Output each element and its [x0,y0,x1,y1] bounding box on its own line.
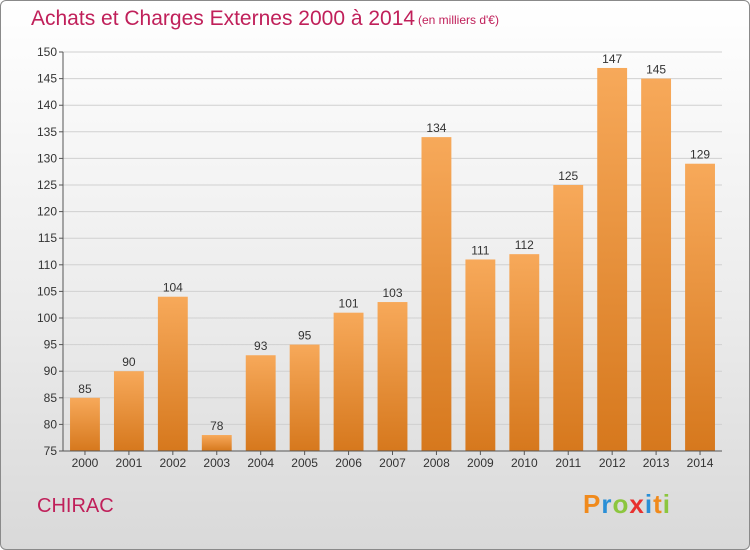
x-tick-label: 2009 [467,456,494,470]
x-tick-label: 2008 [423,456,450,470]
y-tick-label: 110 [38,258,57,272]
data-label: 145 [646,63,666,77]
logo-letter: P [583,489,602,519]
y-tick-label: 95 [44,338,58,352]
data-label: 134 [426,121,446,135]
data-label: 104 [163,281,183,295]
data-label: 85 [78,382,92,396]
data-label: 78 [210,419,224,433]
x-tick-label: 2000 [72,456,99,470]
x-tick-label: 2002 [159,456,186,470]
logo-letter: x [629,489,645,519]
y-tick-label: 120 [37,205,57,219]
bar [597,67,628,452]
bar [685,163,715,451]
data-label: 112 [515,238,534,252]
chart-title: Achats et Charges Externes 2000 à 2014 [31,7,416,30]
bars: 85 90 104 78 93 95 101 103 134 111 112 125 147 145 129 [70,52,715,452]
proxiti-logo: Proxiti [583,489,671,520]
logo-letter: i [644,489,654,519]
y-tick-label: 130 [37,151,57,165]
y-tick-label: 75 [44,444,58,458]
data-label: 90 [122,355,136,369]
data-label: 95 [298,329,312,343]
commune-name: CHIRAC [37,495,114,517]
x-tick-label: 2004 [247,456,274,470]
bar [113,371,144,451]
y-tick-label: 90 [44,364,58,378]
bar [289,344,320,451]
x-tick-label: 2001 [116,456,143,470]
y-tick-label: 85 [44,391,58,405]
x-tick-label: 2013 [643,456,670,470]
x-tick-label: 2003 [203,456,230,470]
axes: 75 80 85 90 95 100 105 110 115 120 125 130 135 140 145… [37,45,722,470]
data-label: 147 [602,52,622,66]
y-tick-label: 80 [44,417,58,431]
y-tick-label: 135 [37,125,57,139]
y-tick-label: 150 [37,45,57,59]
y-tick-label: 140 [37,98,57,112]
bar [333,312,364,451]
bar [553,185,584,451]
y-tick-label: 100 [37,311,57,325]
bar [245,355,276,451]
logo-letter: o [612,489,630,519]
data-label: 111 [471,243,490,257]
data-label: 129 [690,148,710,162]
x-tick-label: 2010 [511,456,538,470]
x-tick-label: 2007 [379,456,406,470]
bar [157,296,188,451]
bar [377,302,408,451]
logo-letter: r [601,489,613,519]
y-tick-label: 105 [37,284,57,298]
data-label: 125 [558,169,578,183]
bar [641,78,672,451]
data-label: 103 [382,286,402,300]
x-tick-label: 2006 [335,456,362,470]
y-tick-label: 145 [37,72,57,86]
bar [421,137,452,451]
logo-letter: t [653,489,663,519]
x-tick-label: 2011 [555,456,581,470]
bar [201,435,232,451]
y-tick-label: 115 [38,231,57,245]
bar [509,254,540,451]
logo-letter: i [662,489,671,519]
x-tick-label: 2012 [599,456,626,470]
data-label: 101 [339,297,359,311]
chart-subtitle: (en milliers d'€) [418,13,499,27]
bar [70,397,100,451]
x-tick-label: 2005 [291,456,318,470]
bar [465,259,496,451]
y-tick-label: 125 [37,178,57,192]
data-label: 93 [254,339,268,353]
x-tick-label: 2014 [687,456,714,470]
